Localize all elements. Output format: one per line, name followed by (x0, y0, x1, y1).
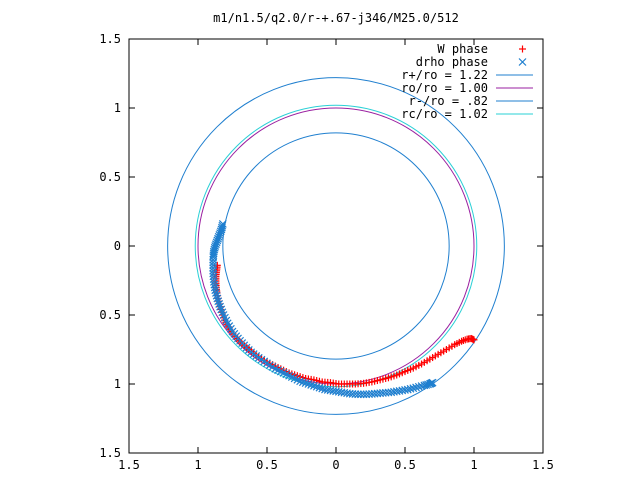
x-axis: 1.5 1 0.5 0 0.5 1 1.5 (118, 39, 554, 472)
legend-label: r-/ro = .82 (409, 94, 488, 108)
drho-phase-point (312, 382, 321, 391)
reference-circle (222, 132, 450, 360)
chart-title: m1/n1.5/q2.0/r-+.67-j346/M25.0/512 (213, 11, 459, 25)
legend-label: drho phase (416, 55, 488, 69)
legend-label: W phase (437, 42, 488, 56)
x-tick-label: 1.5 (118, 458, 140, 472)
drho-phase-point (354, 390, 363, 399)
x-tick-label: 0 (332, 458, 339, 472)
y-tick-label: 1 (114, 377, 121, 391)
drho-phase-point (209, 253, 218, 261)
drho-phase-point (417, 382, 426, 390)
drho-phase-point (209, 258, 218, 267)
y-tick-label: 0 (114, 239, 121, 253)
w-phase-point (461, 336, 469, 344)
drho-phase-point (298, 378, 307, 387)
data-series (209, 219, 478, 399)
drho-phase-point (301, 379, 310, 388)
y-tick-label: 1.5 (99, 446, 121, 460)
legend-label: ro/ro = 1.00 (401, 81, 488, 95)
x-tick-label: 0.5 (256, 458, 278, 472)
drho-phase-point (428, 378, 437, 387)
reference-circle (194, 104, 478, 388)
drho-phase-point (356, 390, 365, 399)
drho-phase-point (209, 255, 218, 264)
reference-circle (167, 77, 505, 415)
drho-phase-point (309, 381, 318, 390)
drho-phase-point (315, 383, 324, 392)
y-tick-label: 0.5 (99, 170, 121, 184)
legend-marker-sample (518, 58, 527, 66)
drho-phase-point (307, 380, 316, 389)
drho-phase-point (213, 294, 222, 303)
x-tick-label: 1.5 (532, 458, 554, 472)
w-phase-point (470, 336, 478, 344)
drho-phase-point (214, 297, 223, 306)
drho-phase-point (209, 264, 218, 273)
drho-phase-point (296, 377, 305, 386)
drho-phase-point (209, 261, 218, 270)
drho-phase-point (215, 300, 224, 308)
drho-phase-point (212, 291, 221, 300)
legend-label: rc/ro = 1.02 (401, 107, 488, 121)
y-tick-label: 1 (114, 101, 121, 115)
y-tick-label: 1.5 (99, 32, 121, 46)
x-tick-label: 1 (194, 458, 201, 472)
w-phase-point (459, 337, 467, 345)
legend-label: r+/ro = 1.22 (401, 68, 488, 82)
y-axis: 1.5 1 0.5 0 0.5 1 1.5 (99, 32, 543, 460)
x-tick-label: 1 (470, 458, 477, 472)
legend-marker-sample (519, 45, 526, 53)
drho-phase-point (304, 380, 313, 388)
x-tick-label: 0.5 (394, 458, 416, 472)
y-tick-label: 0.5 (99, 308, 121, 322)
